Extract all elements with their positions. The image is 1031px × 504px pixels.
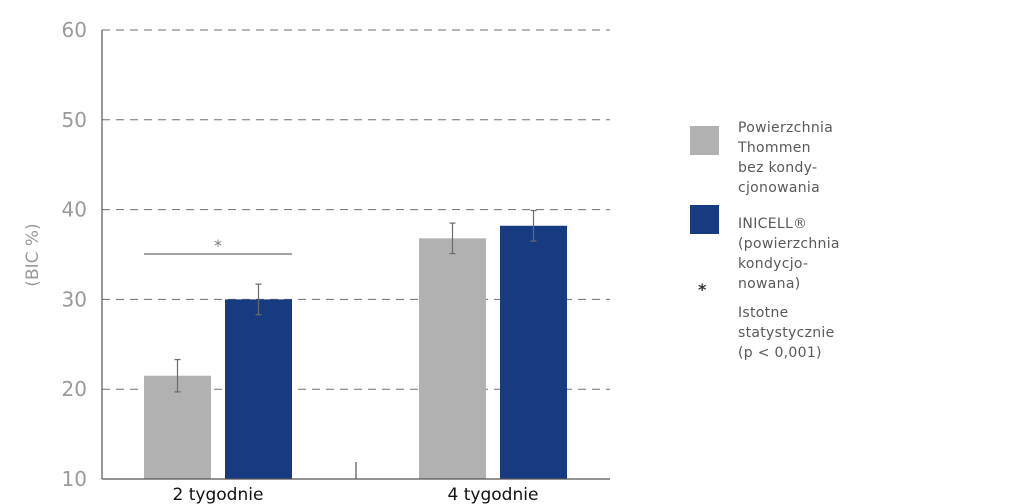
y-tick-labels: 10 20 30 40 50 60 [62,18,87,491]
legend: Powierzchnia Thommen bez kondy- cjonowan… [690,0,1031,504]
bar-0-0 [144,375,211,479]
bar-1-0 [419,238,486,479]
significance-marker: * [144,236,292,255]
legend-label-thommen: Powierzchnia Thommen bez kondy- cjonowan… [738,120,834,196]
y-tick-label-30: 30 [62,287,87,311]
asterisk-icon: * [698,280,707,299]
y-tick-label-40: 40 [62,198,87,222]
y-tick-label-20: 20 [62,377,87,401]
legend-swatch-thommen [690,126,719,155]
y-tick-label-60: 60 [62,18,87,42]
legend-label-inicell: INICELL® (powierzchnia kondycjo- nowana) [738,216,840,292]
x-category-label-1: 4 tygodnie [448,485,539,504]
significance-asterisk: * [214,236,222,255]
legend-label-significance: Istotne statystycznie (p < 0,001) [738,305,835,361]
bar-0-1 [225,299,292,479]
bar-1-1 [500,225,567,479]
x-category-label-0: 2 tygodnie [173,485,264,504]
x-category-labels: 2 tygodnie 4 tygodnie [173,485,539,504]
y-tick-label-10: 10 [62,467,87,491]
error-bars [174,209,537,393]
legend-swatch-inicell [690,205,719,234]
y-axis-label: (BIC %) [23,223,43,286]
bars [144,225,567,479]
bic-bar-chart: 10 20 30 40 50 60 (BIC %) * 2 tygodnie 4 tygod… [23,18,610,504]
y-tick-label-50: 50 [62,108,87,132]
